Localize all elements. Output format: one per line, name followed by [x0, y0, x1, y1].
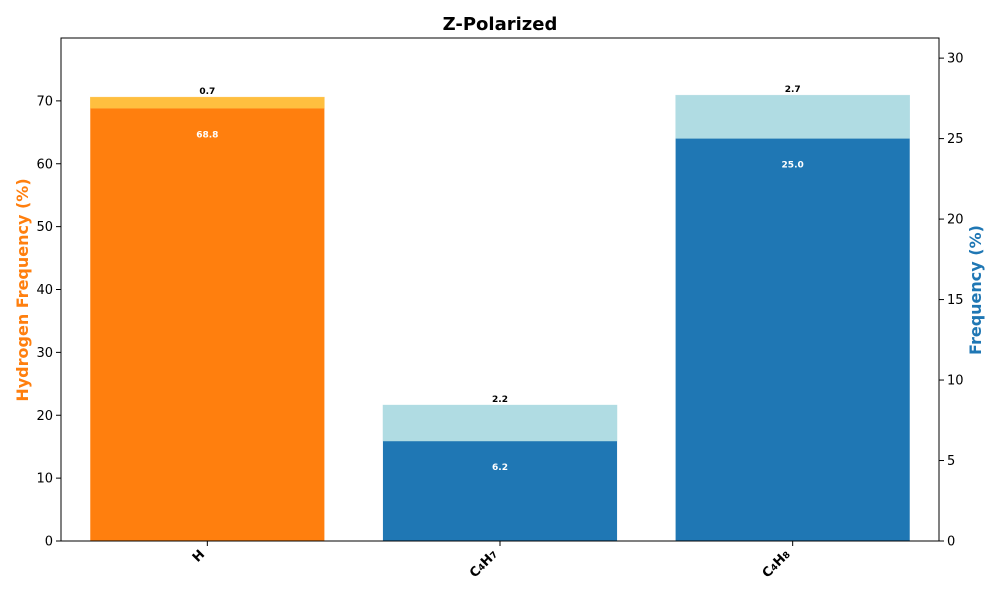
left-tick-label: 60	[36, 157, 53, 172]
right-tick-label: 10	[947, 374, 964, 389]
data-label-base: 25.0	[782, 161, 804, 171]
left-axis-title: Hydrogen Frequency (%)	[13, 178, 32, 401]
right-tick-label: 5	[947, 454, 955, 469]
right-tick-label: 25	[947, 132, 964, 147]
left-tick-label: 40	[36, 283, 53, 298]
bar-base-segment	[675, 138, 910, 541]
right-axis-title: Frequency (%)	[966, 225, 985, 355]
bar-top-segment	[382, 404, 618, 442]
left-tick-label: 50	[36, 220, 53, 235]
right-tick-label: 20	[947, 213, 964, 228]
x-tick-label: C4H8	[760, 547, 794, 581]
left-tick-label: 0	[45, 535, 53, 550]
bar-base-segment	[90, 108, 325, 542]
right-tick-label: 30	[947, 52, 964, 67]
bar-top-segment	[90, 96, 325, 109]
data-label-top: 0.7	[199, 87, 215, 97]
data-label-base: 68.8	[196, 130, 218, 140]
right-tick-label: 0	[947, 535, 955, 550]
data-label-top: 2.7	[785, 85, 801, 95]
right-axis: 0 5 10 15 20 25 30	[939, 52, 964, 550]
x-tick-label: H	[190, 547, 208, 565]
bars-layer	[90, 94, 910, 542]
x-tick-label: C4H7	[467, 547, 501, 581]
left-tick-label: 30	[36, 346, 53, 361]
chart-title: Z-Polarized	[443, 14, 558, 35]
data-label-top: 2.2	[492, 395, 508, 405]
bar-top-segment	[675, 94, 910, 139]
left-tick-label: 70	[36, 94, 53, 109]
data-labels-layer: 0.7 68.8 2.2 6.2 2.7 25.0	[196, 85, 804, 473]
right-tick-label: 15	[947, 293, 964, 308]
x-axis: H C4H7 C4H8	[190, 541, 794, 581]
left-tick-label: 20	[36, 409, 53, 424]
left-axis: 0 10 20 30 40 50 60 70	[36, 94, 61, 550]
bar-base-segment	[382, 441, 618, 541]
data-label-base: 6.2	[492, 463, 508, 473]
left-tick-label: 10	[36, 472, 53, 487]
